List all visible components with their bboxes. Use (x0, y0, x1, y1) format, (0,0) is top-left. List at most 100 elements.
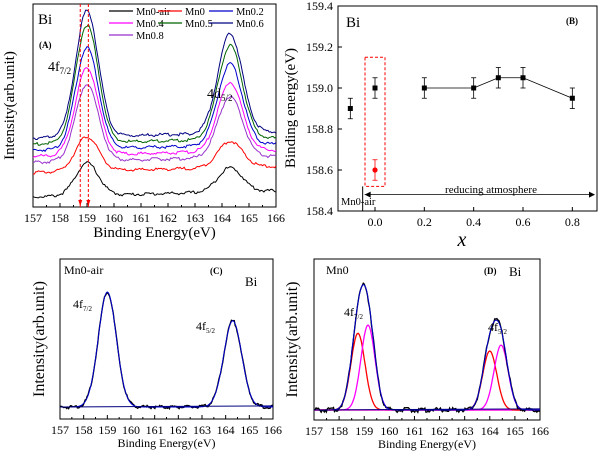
y-axis-title: Intensity(arb.unit) (31, 281, 48, 397)
peak-label: 4f7/2 (344, 305, 363, 321)
x-tick-label: 166 (267, 211, 285, 225)
background-line (313, 408, 541, 411)
x-tick-label: 157 (24, 211, 42, 225)
annotation-right: reducing atmosphere (445, 184, 537, 196)
y-tick-label: 158.4 (306, 204, 333, 218)
x-tick-label: 0.8 (565, 215, 580, 229)
panel-label: (B) (566, 16, 578, 26)
x-tick-label: 161 (132, 211, 150, 225)
x-tick-label: 164 (217, 423, 235, 437)
x-tick-label: 0.2 (417, 215, 432, 229)
x-tick-label: 158 (75, 423, 93, 437)
x-tick-label: 158 (51, 211, 69, 225)
x-tick-label: 162 (159, 211, 177, 225)
sample-label: Mn0 (326, 263, 349, 277)
x-tick-label: 0.6 (516, 215, 531, 229)
x-axis-title: Binding Energy(eV) (93, 225, 216, 241)
series-line (32, 136, 277, 175)
x-tick-label: 162 (169, 423, 187, 437)
x-tick-label: 160 (380, 424, 398, 438)
x-tick-label: 164 (213, 211, 231, 225)
fit-component (314, 332, 540, 411)
peak-label: 4d5/2 (207, 87, 233, 103)
y-tick-label: 158.8 (306, 122, 333, 136)
y-tick-label: 159.0 (306, 81, 333, 95)
legend-label: Mn0.2 (236, 7, 264, 18)
series-line (32, 23, 277, 146)
background-line (59, 405, 274, 408)
series-line (32, 67, 277, 158)
x-axis-title: Binding Energy(eV) (117, 436, 215, 450)
x-tick-label: 161 (405, 424, 423, 438)
arrow-head (364, 191, 371, 198)
series-line (32, 161, 277, 199)
x-tick-label: 166 (531, 424, 549, 438)
fitted-envelope (60, 291, 273, 408)
x-tick-label: 159 (355, 424, 373, 438)
x-tick-label: 157 (51, 423, 69, 437)
legend-label: Mn0.4 (136, 19, 164, 30)
panel-label: (A) (39, 40, 52, 50)
fitted-envelope (314, 284, 540, 411)
x-axis-title: x (457, 229, 467, 251)
sample-label: Mn0-air (64, 263, 103, 277)
element-label: Bi (245, 274, 258, 289)
x-tick-label: 165 (506, 424, 524, 438)
x-tick-label: 159 (98, 423, 116, 437)
plot-frame (313, 258, 541, 421)
plot-frame (59, 258, 274, 420)
x-tick-label: 164 (481, 424, 499, 438)
element-label: Bi (38, 12, 52, 28)
x-tick-label: 166 (264, 423, 282, 437)
data-point (347, 106, 353, 111)
panel-label: (C) (210, 266, 223, 276)
element-label: Bi (346, 15, 360, 31)
legend-label: Mn0.8 (136, 31, 164, 42)
data-point (495, 75, 501, 81)
series-line (32, 9, 277, 140)
raw-spectrum (314, 282, 541, 414)
element-label: Bi (509, 264, 522, 279)
x-tick-label: 158 (330, 424, 348, 438)
peak-label: 4f5/2 (488, 320, 507, 336)
x-tick-label: 162 (431, 424, 449, 438)
panel-b: 158.4 158.6 158.8 159.0 159.2 159.4 0.0 0.2 0.4 0… (283, 0, 598, 251)
series-line (33, 84, 277, 165)
y-tick-label: 159.4 (306, 0, 333, 13)
x-tick-label: 161 (146, 423, 164, 437)
y-tick-label: 158.6 (306, 163, 333, 177)
arrow-head (589, 191, 595, 198)
plot-frame (337, 5, 598, 212)
highlight-box (364, 56, 386, 187)
panel-d: 157 158 159 160 161 162 163 164 165 166 Binding En… (284, 258, 549, 451)
data-point (421, 85, 427, 91)
panel-a: 157 158 159 160 161 162 163 164 165 166 Binding En… (2, 3, 285, 241)
legend-label: Mn0-air (136, 7, 171, 18)
x-tick-label: 157 (305, 424, 323, 438)
x-tick-label: 159 (78, 211, 96, 225)
panel-c: 157 158 159 160 161 162 163 164 165 166 Binding En… (31, 258, 282, 450)
reference-arrow (86, 200, 91, 206)
data-point (372, 167, 378, 173)
data-point (520, 75, 526, 81)
data-point (372, 85, 378, 91)
y-axis-title: Binding energy(eV) (283, 48, 299, 168)
peak-label: 4f7/2 (48, 60, 71, 76)
panel-label: (D) (484, 266, 497, 276)
x-tick-label: 165 (240, 211, 258, 225)
legend-label: Mn0.5 (185, 19, 213, 30)
y-axis-title: Intensity(arb.unit) (284, 282, 301, 398)
x-tick-label: 0.4 (466, 215, 481, 229)
annotation-left: Mn0-air (341, 197, 376, 208)
x-tick-label: 160 (122, 423, 140, 437)
data-point (471, 85, 477, 91)
peak-label: 4f7/2 (73, 297, 92, 313)
x-tick-label: 160 (105, 211, 123, 225)
x-tick-label: 163 (193, 423, 211, 437)
legend-label: Mn0.6 (236, 19, 264, 30)
x-tick-label: 163 (186, 211, 204, 225)
y-axis-title: Intensity(arb.unit) (2, 51, 18, 160)
reference-arrow (78, 200, 83, 206)
legend-label: Mn0 (185, 7, 205, 18)
